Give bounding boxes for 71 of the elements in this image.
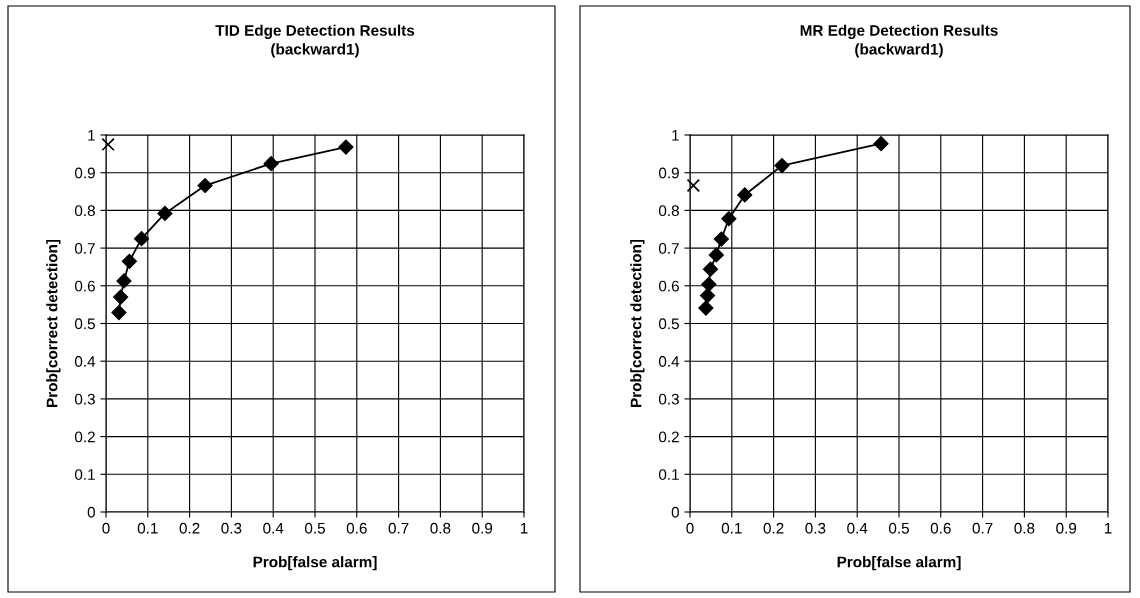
point	[701, 276, 717, 292]
y-tick-label: 0.5	[74, 318, 95, 330]
x-tick-label: 0.2	[763, 522, 784, 534]
point	[116, 273, 132, 289]
x-tick-label: 0.2	[179, 522, 200, 534]
x-tick-label: 0.5	[888, 522, 909, 534]
x-axis-title: Prob[false alarm]	[253, 556, 377, 571]
y-tick-label: 0.7	[658, 242, 679, 254]
x-tick-label: 0.1	[137, 522, 158, 534]
point	[111, 304, 127, 321]
point	[699, 288, 716, 304]
y-tick-label: 0	[87, 506, 95, 518]
x-tick-label: 0.4	[847, 522, 868, 534]
point	[197, 177, 213, 194]
x-tick-label: 0.3	[221, 522, 242, 534]
x-tick-label: 0.6	[930, 522, 951, 534]
y-tick-label: 0.1	[74, 469, 95, 480]
point	[121, 253, 137, 269]
y-tick-label: 0.2	[74, 431, 95, 443]
x-tick-label: 0.8	[430, 522, 451, 534]
x-tick-label: 0.7	[972, 522, 993, 534]
chart-title: TID Edge Detection Results (backward1)	[215, 24, 415, 58]
y-axis-title: Prob[correct detection]	[630, 239, 645, 407]
x-tick-label: 1	[520, 522, 528, 534]
y-tick-label: 0.9	[658, 167, 679, 179]
chart-title: MR Edge Detection Results (backward1)	[800, 24, 998, 58]
y-tick-label: 0.2	[658, 431, 679, 443]
y-axis-title: Prob[correct detection]	[46, 239, 61, 407]
x-tick-label: 0.4	[263, 522, 284, 534]
y-tick-label: 0	[671, 506, 679, 518]
y-tick-label: 1	[88, 130, 95, 141]
x-tick-label: 1	[1104, 522, 1112, 534]
y-tick-label: 1	[672, 130, 679, 141]
y-tick-label: 0.7	[74, 242, 95, 254]
point	[338, 139, 354, 155]
point	[721, 211, 737, 227]
x-axis-title: Prob[false alarm]	[837, 556, 961, 571]
y-tick-label: 0.8	[74, 205, 95, 217]
y-tick-label: 0.4	[74, 356, 96, 367]
y-tick-label: 0.5	[658, 318, 679, 330]
x-tick-label: 0	[686, 522, 694, 534]
y-tick-label: 0.3	[74, 393, 95, 405]
x-tick-label: 0.7	[388, 522, 409, 534]
y-tick-label: 0.6	[658, 280, 679, 292]
y-tick-label: 0.4	[658, 356, 680, 367]
x-tick-label: 0.9	[472, 522, 493, 534]
y-tick-label: 0.9	[74, 167, 95, 179]
x-tick-label: 0.3	[805, 522, 826, 534]
x-tick-label: 0.9	[1056, 522, 1077, 534]
x-tick-label: 0.6	[346, 522, 367, 534]
point	[702, 261, 719, 277]
point	[101, 137, 115, 152]
point	[133, 231, 150, 247]
point	[157, 205, 173, 221]
y-tick-label: 0.1	[658, 469, 679, 480]
y-tick-label: 0.6	[74, 280, 95, 292]
point	[708, 247, 724, 263]
y-tick-label: 0.8	[658, 205, 679, 217]
x-tick-label: 0.5	[304, 522, 325, 534]
point	[698, 300, 714, 316]
x-tick-label: 0.8	[1014, 522, 1035, 534]
x-tick-label: 0.1	[721, 522, 742, 534]
point	[737, 187, 753, 203]
point	[713, 231, 729, 247]
x-tick-label: 0	[102, 522, 110, 534]
point	[774, 157, 790, 174]
y-tick-label: 0.3	[658, 393, 679, 405]
point	[686, 178, 700, 193]
point	[113, 289, 129, 305]
point	[873, 136, 889, 152]
point	[263, 156, 279, 172]
